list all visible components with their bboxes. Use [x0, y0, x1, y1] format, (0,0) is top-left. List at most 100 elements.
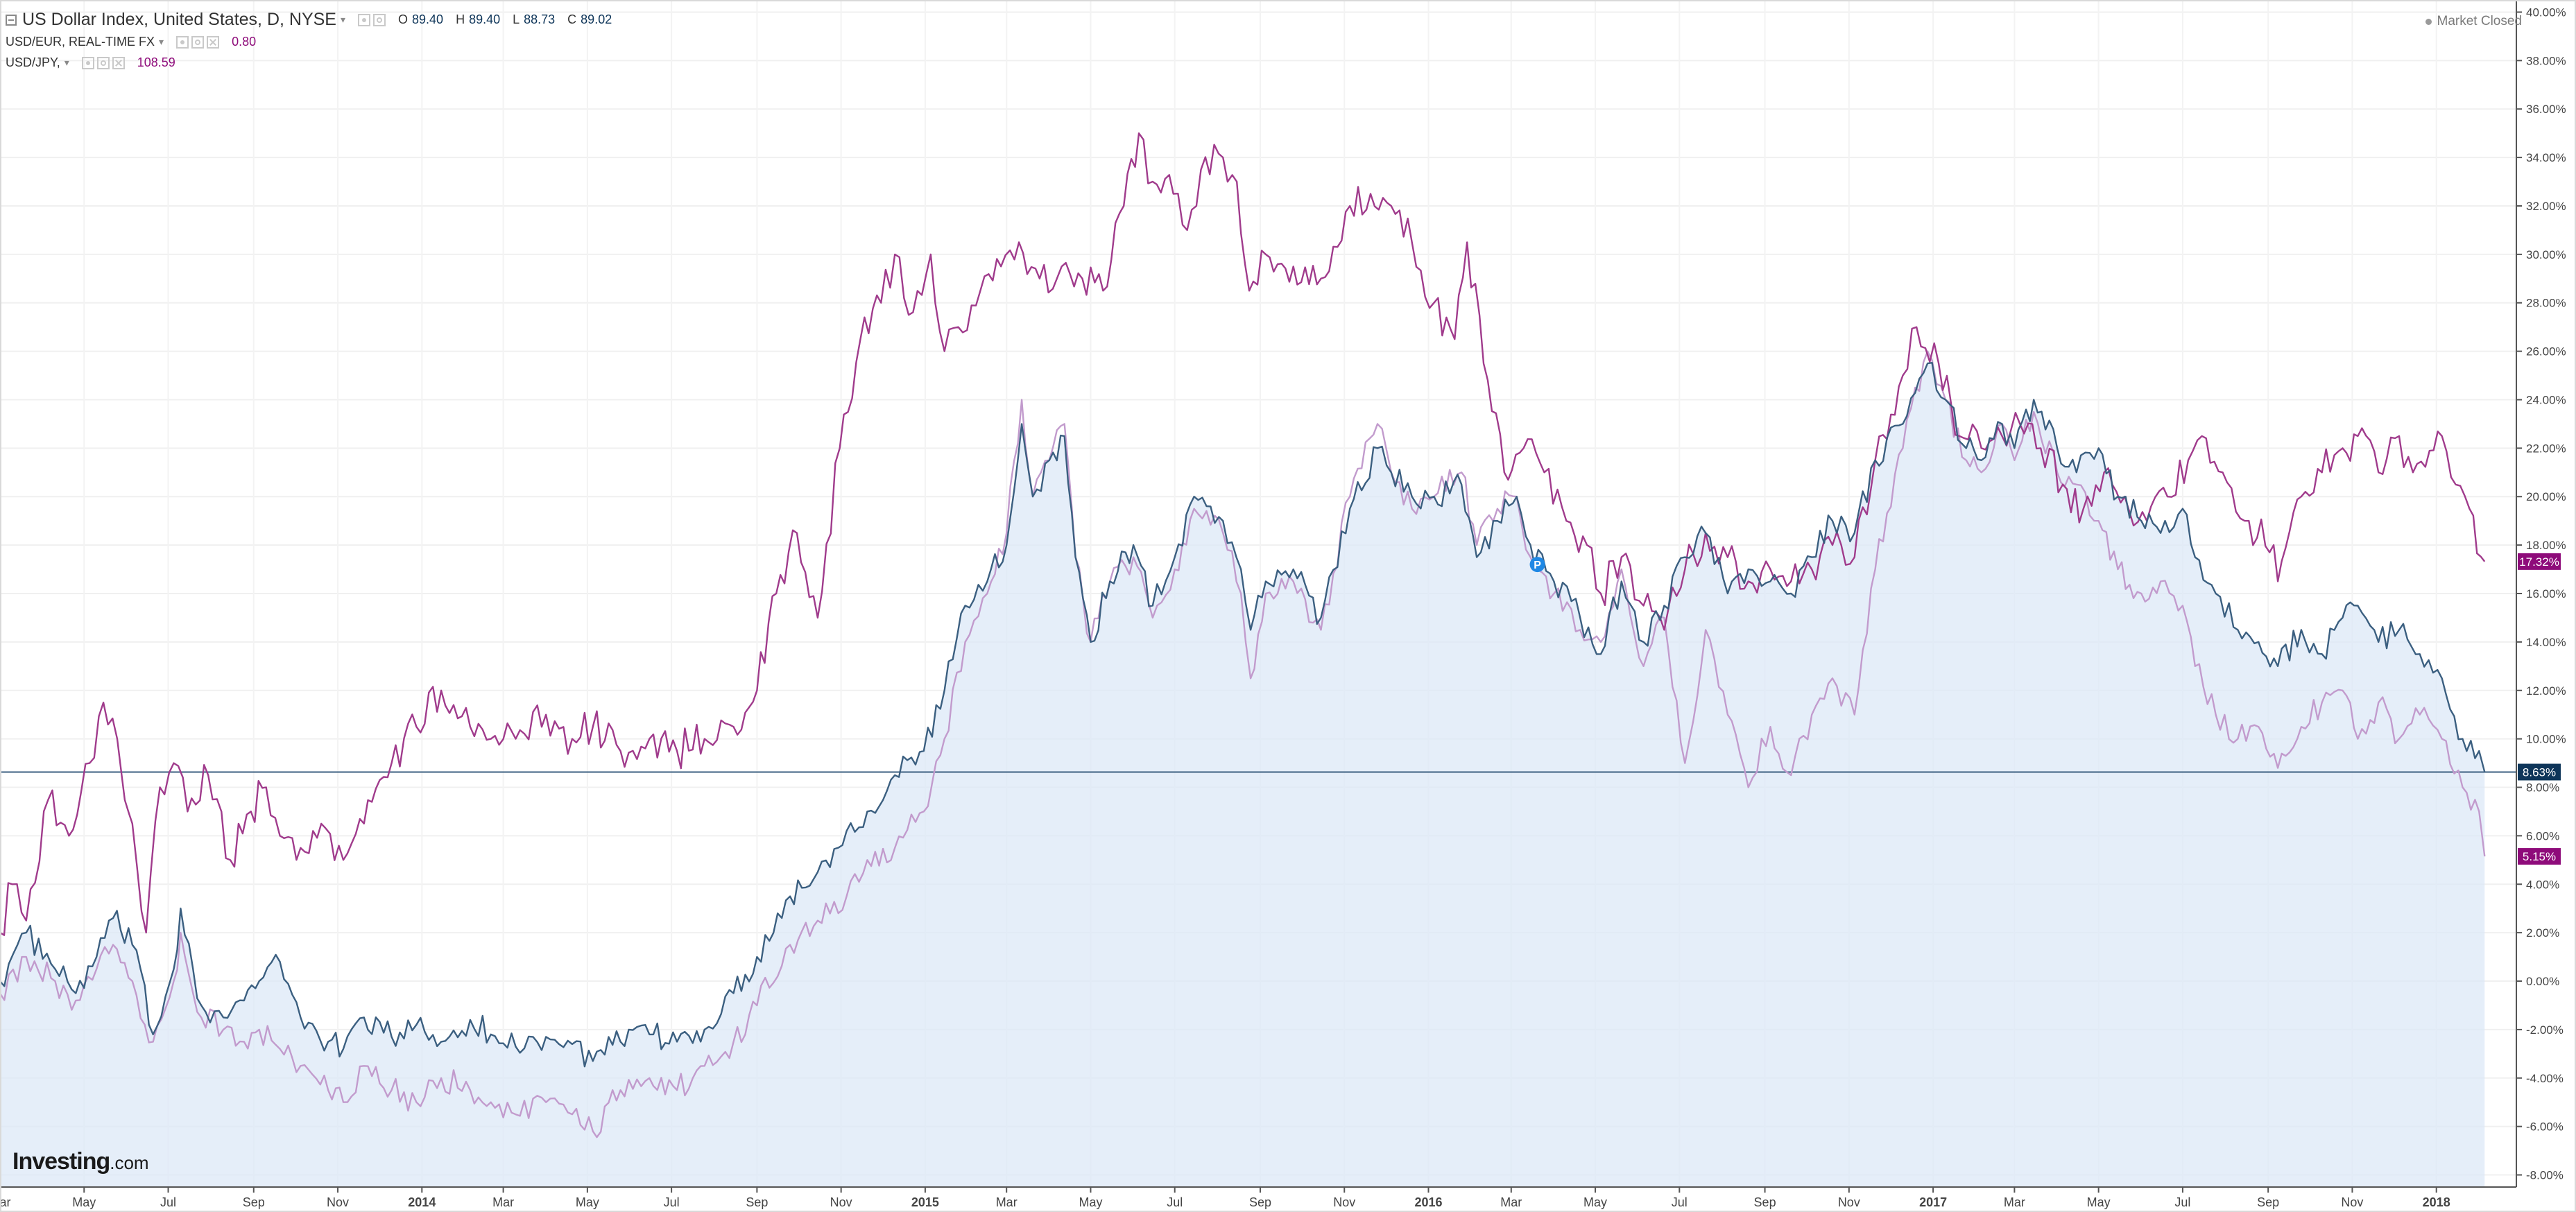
x-tick-label: Nov: [2341, 1195, 2363, 1209]
x-tick-label: May: [1583, 1195, 1607, 1209]
y-tick-label: 38.00%: [2526, 54, 2566, 67]
eye-icon[interactable]: [358, 13, 370, 26]
x-tick-label: May: [1079, 1195, 1102, 1209]
eye-icon[interactable]: [81, 56, 94, 69]
low-key: L: [513, 12, 520, 26]
x-tick-label: Nov: [1333, 1195, 1355, 1209]
dxy-last-value-label: 8.63%: [2523, 765, 2556, 779]
y-tick-label: 14.00%: [2526, 636, 2566, 649]
eye-icon[interactable]: [176, 35, 189, 49]
usdjpy-last-value-label: 17.32%: [2519, 555, 2559, 569]
event-marker-circle[interactable]: [1529, 557, 1545, 573]
x-tick-label: May: [576, 1195, 599, 1209]
open-value: 89.40: [412, 12, 444, 26]
y-tick-label: 10.00%: [2526, 733, 2566, 746]
logo-tld-text: .com: [110, 1152, 149, 1173]
y-tick-label: 8.00%: [2526, 781, 2559, 795]
usdjpy-last-value-badge: [2518, 553, 2561, 570]
close-icon[interactable]: [112, 56, 125, 69]
y-tick-label: 34.00%: [2526, 151, 2566, 164]
dxy-area-group: [0, 363, 2485, 1188]
status-dot-icon: [2425, 18, 2432, 25]
y-tick-label: 36.00%: [2526, 103, 2566, 116]
x-axis[interactable]: Mar May Jul Sep Nov 2014 Mar May Jul Sep Nov 2015 Ma…: [0, 1186, 2516, 1209]
usdeur-value: 0.80: [232, 35, 257, 49]
x-tick-label: Mar: [2004, 1195, 2025, 1209]
usdjpy-series-line: [0, 132, 2486, 936]
investing-logo[interactable]: Investing.com: [12, 1148, 149, 1175]
usdeur-title[interactable]: USD/EUR, REAL-TIME FX: [6, 35, 155, 49]
y-tick-label: -2.00%: [2526, 1023, 2564, 1037]
event-marker-label[interactable]: P: [1534, 560, 1541, 571]
x-tick-label: Sep: [746, 1195, 768, 1209]
x-tick-label: Jul: [664, 1195, 680, 1209]
x-tick-label: Sep: [1249, 1195, 1271, 1209]
close-icon[interactable]: [207, 35, 220, 49]
gear-icon[interactable]: [191, 35, 205, 49]
usdeur-last-value-label: 5.15%: [2523, 850, 2556, 863]
x-tick-label: Jul: [2174, 1195, 2190, 1209]
x-tick-label: Nov: [1838, 1195, 1860, 1209]
series-lines-group: [0, 132, 2486, 1139]
x-tick-label: Sep: [243, 1195, 265, 1209]
y-tick-label: -6.00%: [2526, 1120, 2564, 1134]
x-tick-label: May: [2087, 1195, 2111, 1209]
gear-icon[interactable]: [96, 56, 110, 69]
collapse-legend-icon[interactable]: [6, 14, 17, 26]
usdjpy-title[interactable]: USD/JPY,: [6, 55, 60, 69]
x-tick-label: Mar: [0, 1195, 11, 1209]
chevron-down-icon[interactable]: ▾: [159, 36, 164, 47]
y-tick-label: 26.00%: [2526, 345, 2566, 358]
chevron-down-icon[interactable]: ▾: [340, 14, 345, 25]
x-tick-label: 2014: [408, 1195, 436, 1209]
dxy-last-value-badge: [2518, 763, 2561, 781]
last-value-badges: 8.63% 5.15% 17.32%: [2518, 553, 2561, 865]
logo-main-text: Investing: [12, 1148, 110, 1175]
legend-compare-usdjpy[interactable]: USD/JPY, ▾ 108.59: [6, 55, 175, 70]
y-tick-label: 32.00%: [2526, 200, 2566, 213]
close-key: C: [567, 12, 577, 26]
legend-compare-usdeur[interactable]: USD/EUR, REAL-TIME FX ▾ 0.80: [6, 35, 256, 49]
y-tick-label: 0.00%: [2526, 975, 2559, 988]
y-axis[interactable]: -8.00% -6.00% -4.00% -2.00% 0.00% 2.00% 4.00% 6…: [2516, 0, 2566, 1187]
y-tick-label: -4.00%: [2526, 1072, 2564, 1085]
x-tick-label: Nov: [327, 1195, 349, 1209]
gear-icon[interactable]: [373, 13, 386, 26]
x-tick-label: Jul: [1672, 1195, 1688, 1209]
x-tick-label: Jul: [1167, 1195, 1183, 1209]
market-status: Market Closed: [2425, 14, 2523, 29]
x-tick-label: May: [72, 1195, 96, 1209]
x-tick-label: Mar: [996, 1195, 1017, 1209]
x-tick-label: 2017: [1919, 1195, 1947, 1209]
y-tick-label: 20.00%: [2526, 490, 2566, 503]
x-tick-label: Mar: [492, 1195, 514, 1209]
high-value: 89.40: [469, 12, 501, 26]
y-tick-label: 30.00%: [2526, 248, 2566, 261]
close-value: 89.02: [581, 12, 612, 26]
x-tick-label: Sep: [1754, 1195, 1776, 1209]
x-tick-label: 2018: [2423, 1195, 2450, 1209]
usdjpy-value: 108.59: [137, 55, 175, 69]
usdeur-series-line: [0, 350, 2486, 1139]
y-tick-label: 2.00%: [2526, 926, 2559, 940]
dxy-area-fill: [0, 363, 2485, 1188]
marker-group[interactable]: P: [1529, 557, 1545, 573]
dxy-series-line: [0, 362, 2486, 1068]
y-tick-label: 28.00%: [2526, 297, 2566, 310]
x-tick-label: Mar: [1500, 1195, 1522, 1209]
x-tick-label: Sep: [2257, 1195, 2279, 1209]
x-tick-label: 2015: [911, 1195, 939, 1209]
high-key: H: [456, 12, 465, 26]
main-series-title[interactable]: US Dollar Index, United States, D, NYSE: [22, 10, 336, 29]
low-value: 88.73: [524, 12, 556, 26]
market-status-text: Market Closed: [2437, 14, 2523, 28]
ohlc-values: O 89.40 H 89.40 L 88.73 C 89.02: [398, 12, 624, 27]
y-tick-label: 18.00%: [2526, 539, 2566, 552]
x-tick-label: Nov: [830, 1195, 852, 1209]
chevron-down-icon[interactable]: ▾: [64, 57, 69, 68]
y-tick-label: 24.00%: [2526, 393, 2566, 406]
legend-main-series[interactable]: US Dollar Index, United States, D, NYSE …: [6, 10, 624, 30]
y-tick-label: -8.00%: [2526, 1169, 2564, 1182]
